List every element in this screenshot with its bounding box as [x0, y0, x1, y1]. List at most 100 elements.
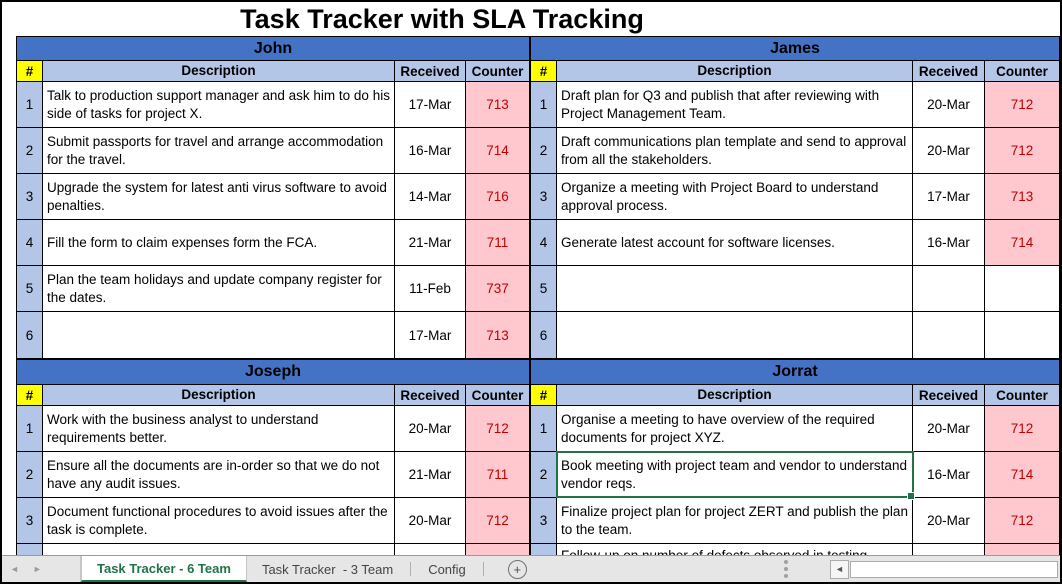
counter-cell[interactable] [466, 544, 529, 557]
row-number-cell[interactable]: 1 [17, 406, 43, 451]
header-received[interactable]: Received [395, 385, 466, 405]
selected-cell[interactable]: Book meeting with project team and vendo… [556, 451, 915, 500]
row-number-cell[interactable]: 2 [531, 128, 557, 173]
received-cell[interactable]: 17-Mar [395, 82, 466, 127]
sheet-nav-left-icon[interactable]: ◄ [10, 563, 19, 574]
header-received[interactable]: Received [913, 61, 985, 81]
splitter-grip-icon[interactable] [784, 567, 788, 571]
tab-task-tracker-3-team[interactable]: Task Tracker - 3 Team [247, 556, 408, 582]
counter-cell[interactable]: 712 [985, 82, 1059, 127]
description-cell[interactable]: Organize a meeting with Project Board to… [557, 174, 913, 219]
tab-config[interactable]: Config [413, 556, 481, 582]
received-cell[interactable]: 20-Mar [913, 498, 985, 543]
description-cell[interactable]: Finalize project plan for project ZERT a… [557, 498, 913, 543]
row-number-cell[interactable]: 3 [17, 498, 43, 543]
counter-cell[interactable]: 737 [466, 266, 529, 311]
row-number-cell[interactable]: 6 [531, 312, 557, 358]
counter-cell[interactable]: 712 [466, 406, 529, 451]
description-cell[interactable]: Ensure all the documents are in-order so… [43, 452, 395, 497]
description-cell[interactable]: Generate latest account for software lic… [557, 220, 913, 265]
description-cell[interactable]: Work with the business analyst to unders… [43, 406, 395, 451]
header-num[interactable]: # [17, 61, 43, 81]
description-cell[interactable] [43, 544, 395, 557]
description-cell[interactable]: Upgrade the system for latest anti virus… [43, 174, 395, 219]
description-cell[interactable]: Follow-up on number of defects observed … [557, 544, 913, 557]
header-counter[interactable]: Counter [985, 385, 1059, 405]
counter-cell[interactable]: 711 [466, 452, 529, 497]
row-number-cell[interactable]: 2 [17, 128, 43, 173]
description-cell[interactable] [43, 312, 395, 358]
row-number-cell[interactable]: 3 [531, 498, 557, 543]
section-header-james[interactable]: James [531, 37, 1059, 61]
received-cell[interactable]: 20-Mar [913, 82, 985, 127]
counter-cell[interactable]: 713 [466, 82, 529, 127]
row-number-cell[interactable]: 5 [17, 266, 43, 311]
description-cell[interactable]: Document functional procedures to avoid … [43, 498, 395, 543]
scrollbar-left-button[interactable]: ◄ [830, 559, 849, 579]
received-cell[interactable]: 11-Feb [395, 266, 466, 311]
description-cell[interactable]: Draft plan for Q3 and publish that after… [557, 82, 913, 127]
row-number-cell[interactable]: 1 [531, 406, 557, 451]
row-number-cell[interactable]: 2 [17, 452, 43, 497]
counter-cell[interactable] [985, 266, 1059, 311]
header-counter[interactable]: Counter [466, 385, 529, 405]
counter-cell[interactable]: 714 [985, 220, 1059, 265]
received-cell[interactable] [913, 266, 985, 311]
counter-cell[interactable]: 712 [466, 498, 529, 543]
description-cell[interactable] [557, 312, 913, 358]
received-cell[interactable]: 17-Mar [395, 312, 466, 358]
counter-cell[interactable]: 712 [985, 498, 1059, 543]
counter-cell[interactable]: 713 [466, 312, 529, 358]
header-description[interactable]: Description [557, 61, 913, 81]
header-counter[interactable]: Counter [466, 61, 529, 81]
row-number-cell[interactable]: 1 [17, 82, 43, 127]
header-num[interactable]: # [531, 61, 557, 81]
row-number-cell[interactable]: 6 [17, 312, 43, 358]
description-cell[interactable] [557, 266, 913, 311]
header-counter[interactable]: Counter [985, 61, 1059, 81]
counter-cell[interactable]: 713 [985, 174, 1059, 219]
counter-cell[interactable]: 714 [985, 452, 1059, 497]
section-header-joseph[interactable]: Joseph [17, 360, 529, 385]
header-received[interactable]: Received [913, 385, 985, 405]
header-description[interactable]: Description [43, 385, 395, 405]
row-number-cell[interactable]: 2 [531, 452, 557, 497]
received-cell[interactable]: 17-Mar [913, 174, 985, 219]
description-cell[interactable]: Organise a meeting to have overview of t… [557, 406, 913, 451]
row-number-cell[interactable]: 1 [531, 82, 557, 127]
received-cell[interactable]: 16-Mar [913, 452, 985, 497]
header-description[interactable]: Description [557, 385, 913, 405]
tab-task-tracker-6-team[interactable]: Task Tracker - 6 Team [81, 556, 247, 582]
row-number-cell[interactable]: 4 [17, 220, 43, 265]
received-cell[interactable]: 20-Mar [395, 498, 466, 543]
add-sheet-button[interactable]: + [507, 559, 527, 579]
description-cell[interactable]: Talk to production support manager and a… [43, 82, 395, 127]
row-number-cell[interactable]: 3 [17, 174, 43, 219]
counter-cell[interactable]: 712 [985, 406, 1059, 451]
received-cell[interactable] [913, 312, 985, 358]
description-cell[interactable]: Draft communications plan template and s… [557, 128, 913, 173]
received-cell[interactable]: 14-Mar [395, 174, 466, 219]
row-number-cell[interactable]: 3 [531, 174, 557, 219]
counter-cell[interactable]: 711 [466, 220, 529, 265]
received-cell[interactable] [395, 544, 466, 557]
received-cell[interactable]: 20-Mar [395, 406, 466, 451]
counter-cell[interactable]: 712 [985, 128, 1059, 173]
header-num[interactable]: # [17, 385, 43, 405]
sheet-nav-right-icon[interactable]: ► [32, 563, 42, 574]
description-cell[interactable]: Plan the team holidays and update compan… [43, 266, 395, 311]
section-header-jorrat[interactable]: Jorrat [531, 360, 1059, 385]
section-header-john[interactable]: John [17, 37, 529, 61]
received-cell[interactable]: 20-Mar [913, 406, 985, 451]
received-cell[interactable]: 16-Mar [913, 220, 985, 265]
counter-cell[interactable]: 714 [466, 128, 529, 173]
received-cell[interactable]: 16-Mar [395, 128, 466, 173]
received-cell[interactable]: 21-Mar [395, 452, 466, 497]
received-cell[interactable]: 21-Mar [395, 220, 466, 265]
received-cell[interactable]: 20-Mar [913, 128, 985, 173]
description-cell[interactable]: Fill the form to claim expenses form the… [43, 220, 395, 265]
counter-cell[interactable]: 716 [466, 174, 529, 219]
row-number-cell[interactable] [531, 544, 557, 557]
horizontal-scrollbar-thumb[interactable] [850, 560, 1058, 578]
description-cell[interactable]: Submit passports for travel and arrange … [43, 128, 395, 173]
